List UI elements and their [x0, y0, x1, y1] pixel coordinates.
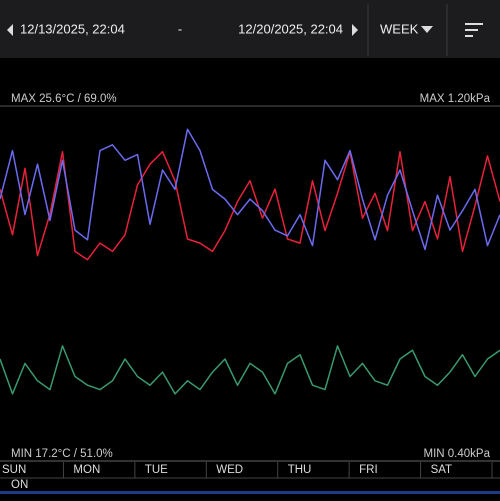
prev-button[interactable] [7, 24, 13, 36]
separator: - [178, 21, 182, 36]
day-label: WED [216, 464, 243, 476]
header-bar [0, 0, 500, 58]
end-date: 12/20/2025, 22:04 [238, 21, 343, 36]
day-label: THU [288, 464, 312, 476]
bottom-bar [0, 491, 500, 494]
status: ON [11, 479, 28, 491]
series-line [0, 128, 500, 251]
max-label: MAX 1.20kPa [420, 93, 491, 105]
period-dropdown-icon[interactable] [421, 26, 433, 33]
day-label: TUE [145, 464, 168, 476]
menu-button[interactable] [465, 23, 483, 37]
next-button[interactable] [352, 24, 358, 36]
series-line [0, 345, 500, 395]
max-label: MAX 25.6°C / 69.0% [11, 93, 117, 105]
day-label: MON [73, 464, 100, 476]
start-date: 12/13/2025, 22:04 [20, 21, 125, 36]
min-label: MIN 17.2°C / 51.0% [11, 448, 113, 460]
min-label: MIN 0.40kPa [424, 448, 491, 460]
day-label: SUN [2, 464, 26, 476]
day-label: FRI [359, 464, 378, 476]
series-line [0, 150, 500, 261]
period-select[interactable]: WEEK [380, 21, 419, 36]
day-label: SAT [431, 464, 453, 476]
